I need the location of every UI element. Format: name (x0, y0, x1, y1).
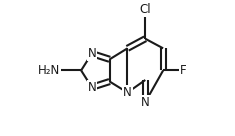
Text: N: N (87, 81, 96, 94)
Text: N: N (87, 47, 96, 60)
Text: H₂N: H₂N (38, 64, 60, 77)
Text: F: F (180, 64, 187, 77)
Text: N: N (141, 96, 150, 109)
Text: N: N (123, 86, 132, 99)
Text: Cl: Cl (140, 3, 151, 16)
